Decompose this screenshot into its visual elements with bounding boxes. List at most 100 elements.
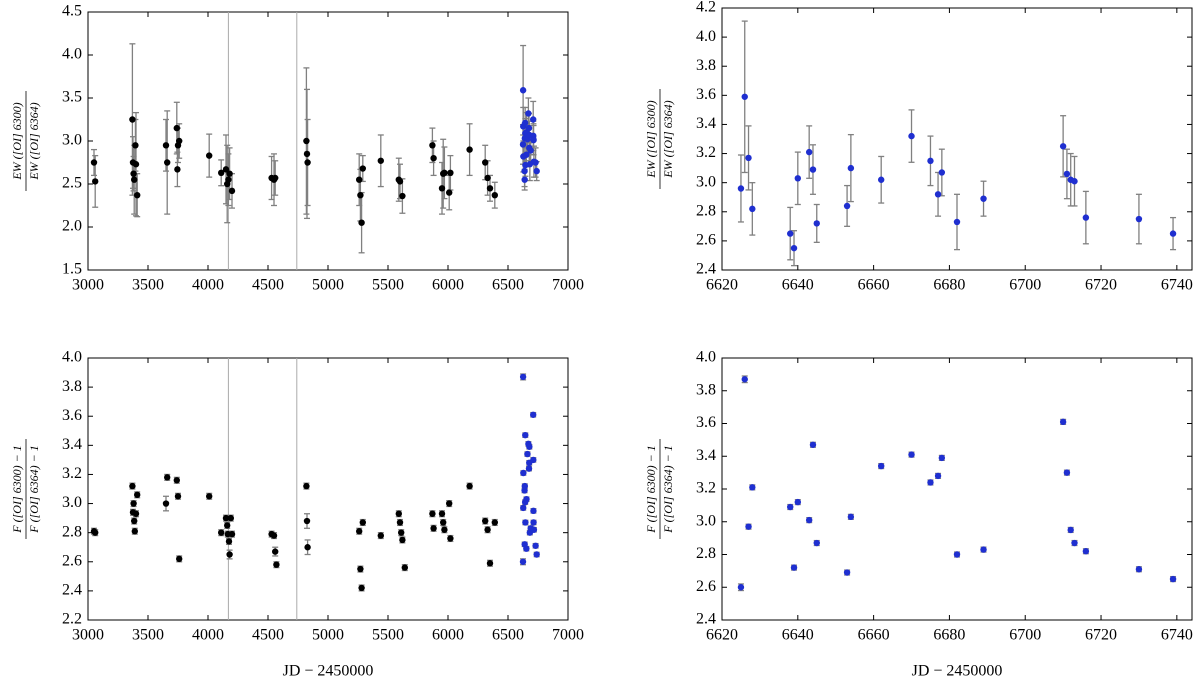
plot-frame xyxy=(87,357,569,621)
x-tick-label: 3000 xyxy=(72,277,104,294)
data-point xyxy=(519,373,527,381)
data-point xyxy=(303,517,311,525)
data-point xyxy=(164,159,171,166)
y-tick-label: 2.6 xyxy=(696,578,716,595)
data-point xyxy=(934,472,942,480)
data-point xyxy=(396,519,404,526)
data-point xyxy=(532,159,539,166)
y-tick-label: 2.6 xyxy=(696,232,716,249)
data-point xyxy=(843,202,851,210)
data-point xyxy=(1071,539,1078,547)
data-point xyxy=(980,195,987,202)
y-tick-label: 1.5 xyxy=(62,261,82,278)
y-tick-label: 4.0 xyxy=(696,28,716,45)
x-tick-label: 6000 xyxy=(432,277,464,294)
data-point xyxy=(359,165,366,172)
data-point xyxy=(270,532,278,539)
data-point xyxy=(524,450,531,458)
data-point xyxy=(218,529,225,536)
data-point xyxy=(521,119,529,127)
data-point xyxy=(520,504,527,512)
data-point xyxy=(173,477,180,484)
y-tick-label: 3.6 xyxy=(696,86,716,103)
data-point xyxy=(206,152,213,159)
x-tick-label: 4000 xyxy=(192,627,224,644)
y-tick-label: 4.2 xyxy=(696,0,716,16)
data-point xyxy=(908,132,915,140)
data-point xyxy=(794,498,802,506)
y-axis-label: EW ([OI] 6300) EW ([OI] 6364) xyxy=(10,91,41,191)
data-point xyxy=(446,500,453,507)
data-point xyxy=(131,176,138,183)
x-tick-label: 6660 xyxy=(858,627,890,644)
data-point xyxy=(1059,143,1067,150)
data-point xyxy=(92,529,99,536)
data-point xyxy=(130,170,137,177)
x-tick-label: 6500 xyxy=(492,627,524,644)
data-point xyxy=(441,169,448,177)
data-point xyxy=(787,230,794,237)
data-point xyxy=(530,526,538,533)
x-tick-label: 5500 xyxy=(372,627,404,644)
data-point xyxy=(741,93,748,100)
data-point xyxy=(908,451,915,458)
x-tick-label: 5500 xyxy=(372,277,404,294)
data-point xyxy=(847,164,855,172)
x-axis-label: JD − 2450000 xyxy=(912,663,1003,680)
y-tick-label: 3.4 xyxy=(696,447,716,464)
data-point xyxy=(790,564,798,571)
y-tick-label: 3.0 xyxy=(696,512,716,529)
y-tick-label: 2.5 xyxy=(62,175,82,192)
data-point xyxy=(225,538,233,545)
data-point xyxy=(519,141,527,148)
data-point xyxy=(525,465,533,472)
x-tick-label: 6640 xyxy=(782,627,814,644)
data-point xyxy=(953,551,961,558)
data-point xyxy=(491,191,498,199)
data-point xyxy=(356,528,363,535)
data-point xyxy=(526,443,533,450)
data-point xyxy=(358,219,365,226)
x-tick-label: 6680 xyxy=(933,277,965,294)
data-point xyxy=(176,137,183,145)
data-point xyxy=(222,514,230,522)
data-point xyxy=(525,124,533,132)
data-point xyxy=(304,159,311,166)
y-tick-label: 3.4 xyxy=(696,115,716,132)
y-axis-label: EW ([OI] 6300) EW ([OI] 6364) xyxy=(644,89,675,189)
data-point xyxy=(272,548,279,555)
data-point xyxy=(805,516,813,524)
data-point xyxy=(132,161,140,168)
data-point xyxy=(1135,215,1143,223)
data-point xyxy=(794,175,802,182)
data-point xyxy=(790,244,798,252)
data-point xyxy=(358,584,365,592)
data-point xyxy=(1169,575,1177,583)
data-point xyxy=(399,192,406,200)
data-point xyxy=(980,546,987,553)
data-point xyxy=(1169,230,1177,237)
data-point xyxy=(92,178,99,185)
data-point xyxy=(522,431,529,439)
data-point xyxy=(520,469,527,477)
x-tick-label: 6720 xyxy=(1085,627,1117,644)
data-point xyxy=(521,482,528,490)
y-label-denominator: EW ([OI] 6364) xyxy=(661,100,675,178)
data-point xyxy=(356,176,363,183)
data-point xyxy=(843,569,851,576)
y-tick-label: 4.0 xyxy=(62,349,82,366)
x-tick-label: 6500 xyxy=(492,277,524,294)
data-point xyxy=(523,495,530,503)
data-point xyxy=(206,493,213,500)
data-point xyxy=(173,124,180,132)
y-label-numerator: F ([OI] 6300) − 1 xyxy=(10,445,24,533)
data-point xyxy=(927,479,934,486)
data-point xyxy=(809,166,817,173)
data-point xyxy=(1082,214,1090,221)
y-label-denominator: F ([OI] 6364) − 1 xyxy=(27,445,41,533)
data-point xyxy=(466,146,473,153)
y-tick-label: 2.6 xyxy=(62,552,82,569)
data-point xyxy=(446,189,453,196)
data-point xyxy=(134,491,141,499)
